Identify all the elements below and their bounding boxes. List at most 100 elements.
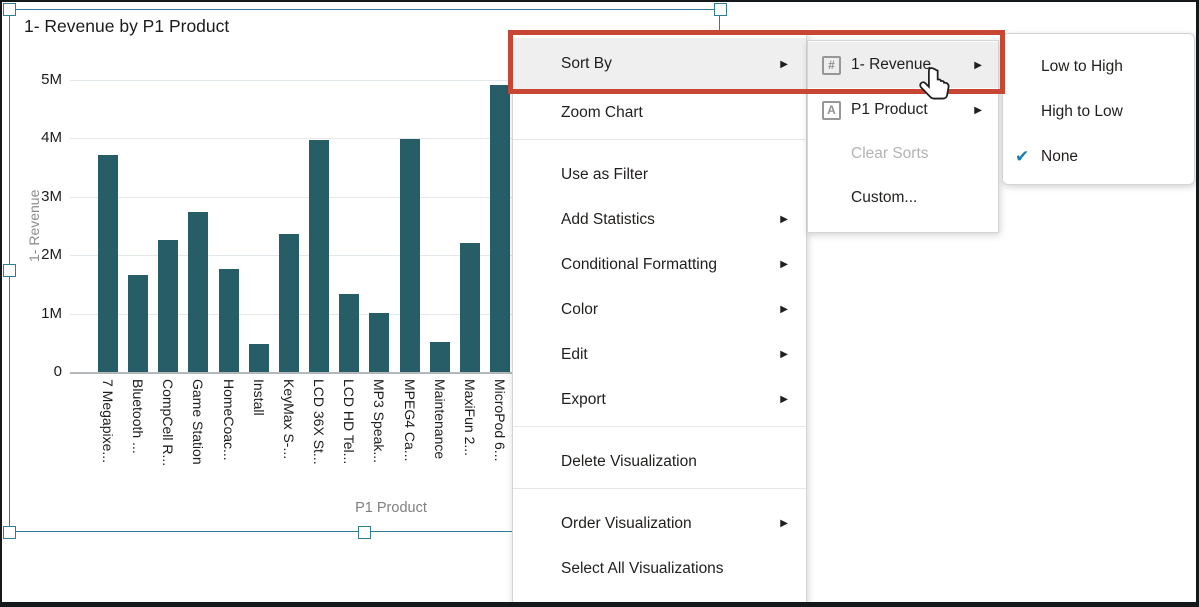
x-axis-tick-label: HomeCoac...	[221, 379, 237, 461]
bar-homecoac[interactable]	[219, 269, 239, 372]
y-axis-tick-label: 2M	[41, 246, 62, 264]
selection-handle-bottom-middle[interactable]	[357, 525, 371, 539]
selection-handle-bottom-left[interactable]	[2, 525, 16, 539]
checkmark-icon: ✔	[1015, 146, 1030, 166]
x-axis-tick-label: MaxiFun 2...	[462, 379, 478, 457]
menu-item-label: Order Visualization	[561, 514, 692, 532]
selection-handle-top-left[interactable]	[2, 2, 16, 16]
selection-handle-top-right[interactable]	[713, 2, 727, 16]
sort-direction-submenu: Low to High High to Low ✔ None	[1002, 33, 1195, 185]
menu-item-p1-product[interactable]: A P1 Product ▶	[808, 88, 998, 132]
x-axis-tick-label: KeyMax S-...	[281, 379, 297, 460]
submenu-arrow-icon: ▶	[780, 214, 788, 225]
submenu-arrow-icon: ▶	[780, 518, 788, 529]
x-axis-title: P1 Product	[355, 500, 427, 516]
menu-item-label: Sort By	[561, 55, 612, 72]
bar-maintenance[interactable]	[430, 342, 450, 372]
menu-item-label: Color	[561, 300, 599, 318]
menu-item-low-to-high[interactable]: Low to High	[1003, 44, 1194, 89]
menu-item-custom[interactable]: Custom...	[808, 176, 998, 220]
x-axis-tick-label: Bluetooth ...	[130, 379, 146, 454]
bar-bluetooth[interactable]	[128, 275, 148, 372]
bar-lcd-hd-tel[interactable]	[339, 294, 359, 372]
menu-item-delete-visualization[interactable]: Delete Visualization	[513, 439, 806, 484]
bar-micropod-6[interactable]	[490, 85, 510, 372]
menu-item-select-all-visualizations[interactable]: Select All Visualizations	[513, 546, 806, 591]
x-axis-line	[70, 372, 762, 374]
menu-item-use-as-filter[interactable]: Use as Filter	[513, 152, 806, 197]
bar-game-station[interactable]	[188, 212, 208, 372]
menu-item-label: Custom...	[851, 189, 918, 206]
x-axis-tick-label: CompCell R...	[160, 379, 176, 467]
menu-item-clear-sorts: Clear Sorts	[808, 132, 998, 176]
menu-item-label: Edit	[561, 345, 588, 363]
sort-by-submenu: #1- Revenue ▶ A P1 Product ▶ Clear Sorts Custo…	[807, 40, 999, 233]
y-axis-tick-label: 4M	[41, 129, 62, 147]
submenu-arrow-icon: ▶	[974, 59, 982, 71]
menu-item-label: Delete Visualization	[561, 452, 697, 470]
menu-divider	[513, 426, 806, 427]
bar-compcell-r[interactable]	[158, 240, 178, 372]
menu-item-1-revenue[interactable]: #1- Revenue ▶	[808, 42, 998, 88]
bar-keymax-s[interactable]	[279, 234, 299, 372]
menu-item-label: None	[1041, 147, 1079, 165]
submenu-arrow-icon: ▶	[780, 304, 788, 315]
x-axis-tick-label: 7 Megapixe...	[100, 379, 116, 464]
menu-item-label: High to Low	[1041, 102, 1123, 120]
bar-install[interactable]	[249, 344, 269, 372]
menu-item-zoom-chart[interactable]: Zoom Chart	[513, 90, 806, 135]
menu-item-add-statistics[interactable]: Add Statistics ▶	[513, 197, 806, 242]
gridline	[70, 138, 762, 140]
menu-item-color[interactable]: Color ▶	[513, 287, 806, 332]
y-axis-title: 1- Revenue	[26, 189, 42, 263]
menu-item-edit[interactable]: Edit ▶	[513, 332, 806, 377]
menu-item-label: Select All Visualizations	[561, 559, 724, 577]
x-axis-tick-label: MPEG4 Ca...	[402, 379, 418, 462]
menu-item-label: Clear Sorts	[851, 145, 929, 162]
gridline	[70, 80, 762, 81]
bar-lcd-36x-st[interactable]	[309, 140, 329, 372]
y-axis-tick-label: 0	[53, 363, 62, 380]
x-axis-tick-label: MP3 Speak...	[371, 379, 387, 464]
x-axis-tick-label: LCD 36X St...	[311, 379, 327, 465]
number-attribute-icon: #	[822, 55, 841, 75]
menu-item-label: Export	[561, 390, 606, 408]
submenu-arrow-icon: ▶	[780, 58, 788, 70]
menu-item-order-visualization[interactable]: Order Visualization ▶	[513, 501, 806, 546]
menu-item-label: Low to High	[1041, 57, 1123, 75]
x-axis-tick-label: LCD HD Tel...	[341, 379, 357, 465]
bar-mpeg4-ca[interactable]	[400, 139, 420, 372]
menu-item-high-to-low[interactable]: High to Low	[1003, 89, 1194, 134]
submenu-arrow-icon: ▶	[780, 349, 788, 360]
y-axis-tick-label: 5M	[41, 71, 62, 88]
x-axis-tick-label: Maintenance	[432, 379, 448, 460]
menu-item-export[interactable]: Export ▶	[513, 377, 806, 422]
y-axis-tick-label: 1M	[41, 304, 62, 322]
bar-mp3-speak[interactable]	[369, 313, 389, 372]
x-axis-tick-label: Install	[251, 379, 267, 416]
context-menu: Sort By ▶ Zoom Chart Use as Filter Add Stati…	[512, 32, 807, 602]
menu-item-label: Use as Filter	[561, 165, 648, 183]
menu-item-sort-by[interactable]: Sort By ▶	[513, 38, 806, 90]
x-axis-tick-label: Game Station	[190, 379, 206, 465]
menu-divider	[513, 139, 806, 140]
menu-item-label: Zoom Chart	[561, 103, 643, 121]
menu-item-label: Add Statistics	[561, 210, 655, 228]
selection-handle-left-middle[interactable]	[2, 263, 16, 277]
submenu-arrow-icon: ▶	[780, 394, 788, 405]
y-axis-tick-label: 3M	[41, 187, 62, 205]
menu-item-label: Conditional Formatting	[561, 255, 717, 273]
bar-7-megapixe[interactable]	[98, 155, 118, 372]
visualization-title: 1- Revenue by P1 Product	[24, 16, 230, 36]
bar-maxifun-2[interactable]	[460, 243, 480, 372]
menu-item-none[interactable]: ✔ None	[1003, 134, 1194, 179]
submenu-arrow-icon: ▶	[974, 104, 982, 116]
x-axis-tick-label: MicroPod 6...	[492, 379, 508, 462]
menu-divider	[513, 488, 806, 489]
letter-attribute-icon: A	[822, 100, 841, 120]
menu-item-conditional-formatting[interactable]: Conditional Formatting ▶	[513, 242, 806, 287]
menu-item-label: P1 Product	[851, 101, 928, 118]
menu-item-label: 1- Revenue	[851, 56, 932, 73]
submenu-arrow-icon: ▶	[780, 259, 788, 270]
